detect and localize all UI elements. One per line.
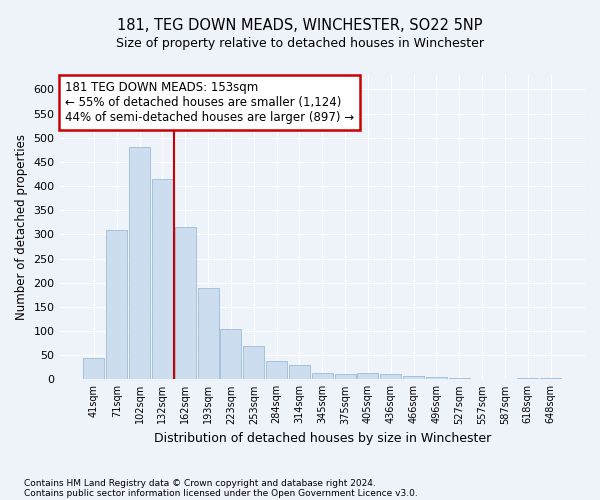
Bar [289,365,310,380]
Bar [403,376,424,380]
Text: Contains public sector information licensed under the Open Government Licence v3: Contains public sector information licen… [24,488,418,498]
Bar [243,346,264,380]
Bar [380,374,401,380]
Bar [517,378,538,380]
Text: Size of property relative to detached houses in Winchester: Size of property relative to detached ho… [116,38,484,51]
Bar [426,377,447,380]
Bar [312,372,333,380]
Bar [106,230,127,380]
Y-axis label: Number of detached properties: Number of detached properties [15,134,28,320]
Bar [540,378,561,380]
X-axis label: Distribution of detached houses by size in Winchester: Distribution of detached houses by size … [154,432,491,445]
Bar [197,288,218,380]
Text: Contains HM Land Registry data © Crown copyright and database right 2024.: Contains HM Land Registry data © Crown c… [24,478,376,488]
Bar [335,374,356,380]
Bar [358,373,379,380]
Bar [220,328,241,380]
Bar [152,179,173,380]
Bar [449,378,470,380]
Text: 181 TEG DOWN MEADS: 153sqm
← 55% of detached houses are smaller (1,124)
44% of s: 181 TEG DOWN MEADS: 153sqm ← 55% of deta… [65,81,354,124]
Bar [129,148,150,380]
Text: 181, TEG DOWN MEADS, WINCHESTER, SO22 5NP: 181, TEG DOWN MEADS, WINCHESTER, SO22 5N… [117,18,483,32]
Bar [83,358,104,380]
Bar [175,227,196,380]
Bar [266,362,287,380]
